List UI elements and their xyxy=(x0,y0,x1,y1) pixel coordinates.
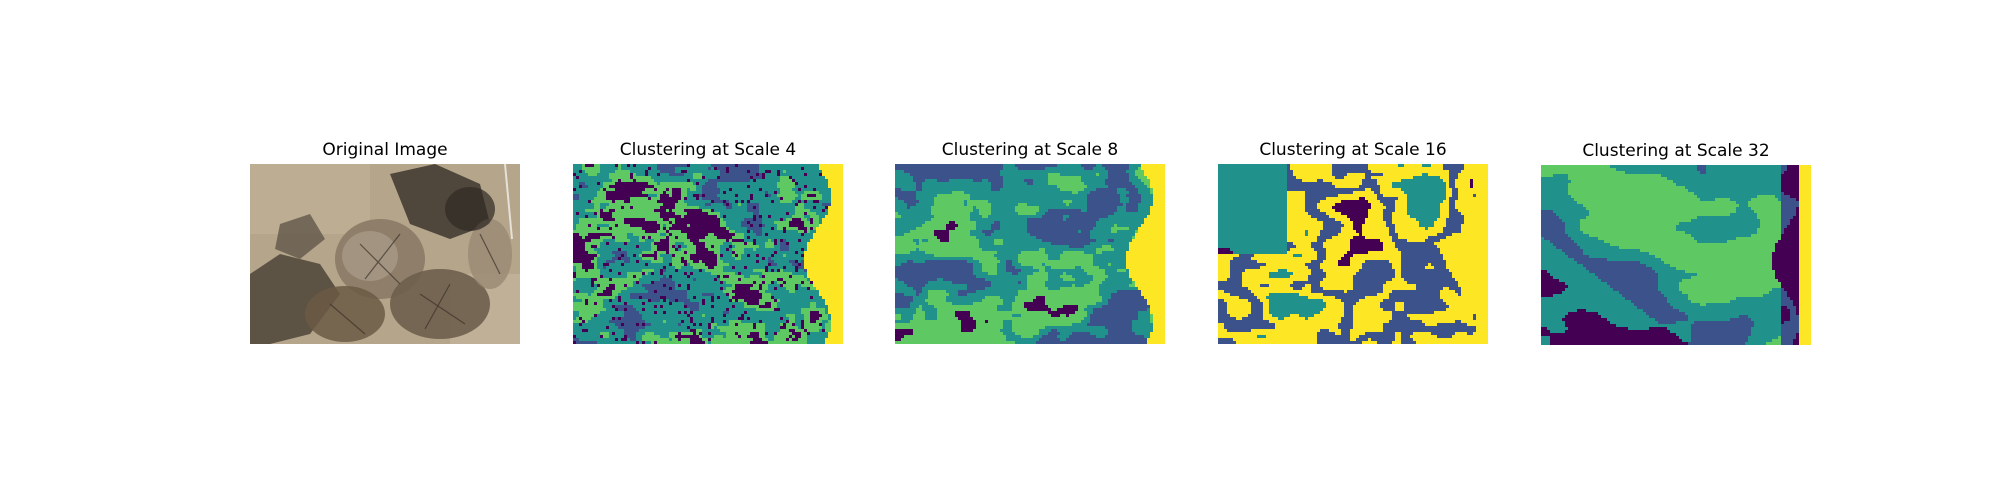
panel-scale-16: Clustering at Scale 16 xyxy=(1218,140,1488,345)
panel-scale-4: Clustering at Scale 4 xyxy=(573,140,843,345)
panel-title: Original Image xyxy=(250,140,520,160)
cluster-map-scale-32 xyxy=(1541,165,1811,345)
original-image xyxy=(250,164,520,344)
cluster-map-scale-4 xyxy=(573,164,843,344)
cluster-map-scale-16 xyxy=(1218,164,1488,344)
panel-original-image: Original Image xyxy=(250,140,520,345)
panel-title: Clustering at Scale 32 xyxy=(1541,141,1811,161)
panel-title: Clustering at Scale 4 xyxy=(573,140,843,160)
panel-scale-32: Clustering at Scale 32 xyxy=(1541,141,1811,346)
panel-title: Clustering at Scale 8 xyxy=(895,140,1165,160)
cluster-map-scale-8 xyxy=(895,164,1165,344)
panel-title: Clustering at Scale 16 xyxy=(1218,140,1488,160)
panel-scale-8: Clustering at Scale 8 xyxy=(895,140,1165,345)
